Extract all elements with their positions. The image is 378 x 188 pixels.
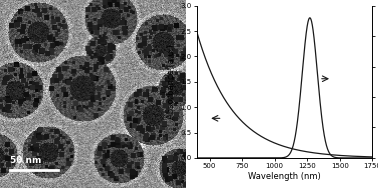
Y-axis label: Absorbance (a.u.): Absorbance (a.u.) bbox=[167, 44, 176, 119]
Text: 50 nm: 50 nm bbox=[10, 156, 41, 165]
X-axis label: Wavelength (nm): Wavelength (nm) bbox=[248, 172, 321, 180]
